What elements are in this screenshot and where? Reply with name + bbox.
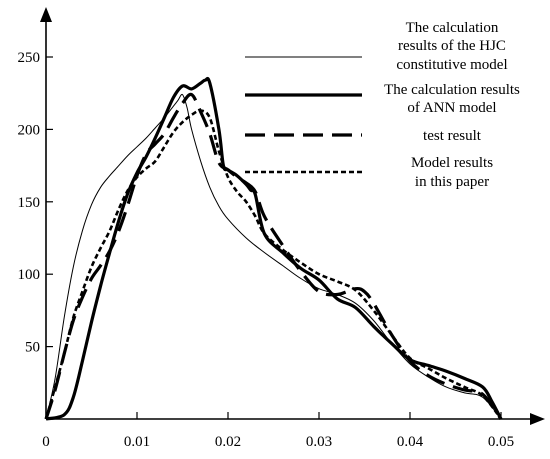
legend-label-0: The calculation bbox=[406, 20, 499, 36]
y-axis-arrow bbox=[40, 7, 52, 22]
axes bbox=[40, 7, 545, 425]
y-tick-label: 150 bbox=[18, 195, 41, 211]
series-lines bbox=[44, 76, 503, 421]
x-tick-label: 0.02 bbox=[215, 434, 241, 450]
x-tick-label: 0.01 bbox=[124, 434, 150, 450]
x-tick-label: 0 bbox=[42, 434, 50, 450]
y-tick-label: 250 bbox=[18, 50, 41, 66]
x-tick-label: 0.03 bbox=[306, 434, 332, 450]
legend-label-3: in this paper bbox=[415, 174, 489, 190]
y-tick-label: 100 bbox=[18, 267, 41, 283]
x-axis-arrow bbox=[530, 413, 545, 425]
y-tick-label: 50 bbox=[25, 340, 40, 356]
legend-label-2: test result bbox=[423, 128, 482, 144]
axis-ticks: 50 100 150 200 250 0 0.01 0.02 0.03 0.04 0.05 bbox=[18, 50, 515, 450]
legend-label-1: The calculation results bbox=[384, 82, 520, 98]
legend-label-0: results of the HJC bbox=[398, 38, 506, 54]
series-line-1 bbox=[45, 76, 503, 421]
x-tick-label: 0.05 bbox=[488, 434, 514, 450]
legend-label-1: of ANN model bbox=[407, 100, 496, 116]
x-tick-label: 0.04 bbox=[397, 434, 424, 450]
legend-label-3: Model results bbox=[411, 155, 493, 171]
legend-label-0: constitutive model bbox=[396, 57, 507, 73]
y-tick-label: 200 bbox=[18, 122, 41, 138]
series-line-3 bbox=[44, 109, 503, 420]
legend: The calculation results of the HJC constit… bbox=[245, 20, 520, 190]
